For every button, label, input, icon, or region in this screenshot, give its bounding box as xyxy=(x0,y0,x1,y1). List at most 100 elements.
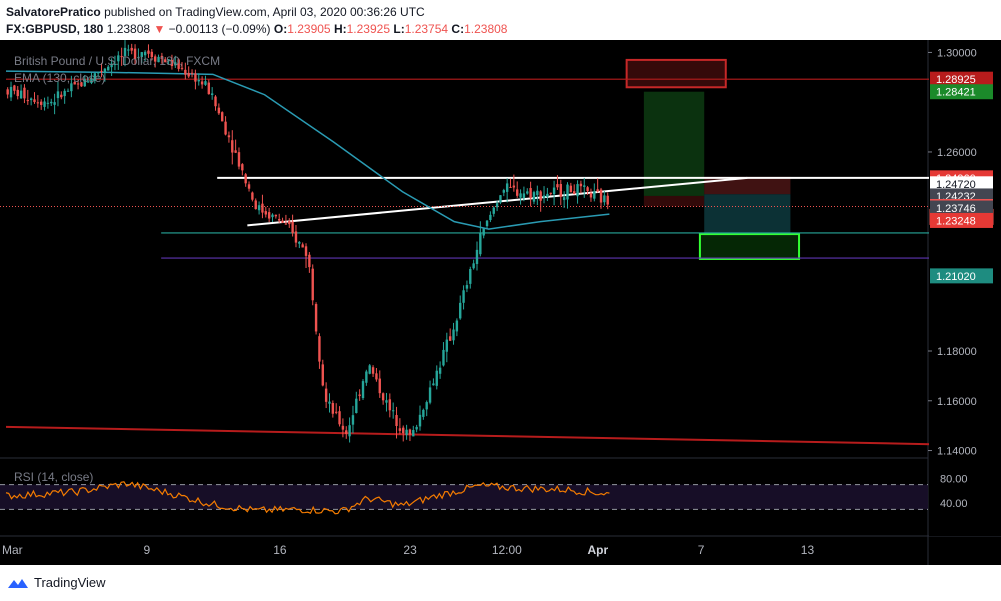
candle-body xyxy=(231,140,234,153)
box-short-target xyxy=(704,194,791,237)
close-label: C: xyxy=(451,22,465,36)
candle-body xyxy=(19,90,23,99)
candle-body xyxy=(210,93,214,96)
candle-body xyxy=(532,192,536,202)
candle-body xyxy=(96,72,100,74)
candle-body xyxy=(247,184,251,189)
candle-body xyxy=(462,290,465,303)
chart-header: SalvatorePratico published on TradingVie… xyxy=(0,0,1001,40)
candle-body xyxy=(499,195,502,203)
candle-body xyxy=(46,102,50,104)
candle-body xyxy=(324,388,328,402)
candle-body xyxy=(321,364,324,386)
candle-body xyxy=(345,430,348,434)
candle-body xyxy=(505,183,509,192)
low-label: L: xyxy=(393,22,405,36)
box-buy-zone xyxy=(698,233,801,260)
rsi-band xyxy=(0,484,928,510)
author-name[interactable]: SalvatorePratico xyxy=(6,5,101,19)
candle-body xyxy=(174,62,177,66)
close-value: 1.23808 xyxy=(464,22,508,36)
candle-body xyxy=(589,193,593,198)
change-arrow: ▼ xyxy=(153,22,166,36)
candle-body xyxy=(274,214,278,217)
candle-body xyxy=(378,378,381,394)
candle-body xyxy=(482,228,485,236)
publish-date: published on TradingView.com, April 03, … xyxy=(104,5,425,19)
candle-body xyxy=(371,367,375,374)
last-price: 1.23808 xyxy=(106,22,151,36)
candle-body xyxy=(127,49,130,51)
rsi-tick-label: 40.00 xyxy=(940,498,968,510)
candle-body xyxy=(522,193,526,199)
open-label: O: xyxy=(273,22,288,36)
candle-body xyxy=(150,51,154,58)
candle-body xyxy=(331,403,335,414)
candle-body xyxy=(489,214,492,221)
price-chart[interactable]: 1.30000 1.26000 1.18000 1.16000 1.14000 1.289… xyxy=(0,40,1001,565)
candle-body xyxy=(348,425,351,437)
candle-body xyxy=(355,398,358,413)
candle-body xyxy=(177,59,180,69)
x-tick-label: 13 xyxy=(801,543,815,557)
candle-body xyxy=(311,268,314,301)
x-tick-label: 12:00 xyxy=(492,543,522,557)
candle-body xyxy=(257,205,261,211)
price-tag xyxy=(930,212,993,228)
candle-body xyxy=(314,304,318,332)
price-tag xyxy=(930,268,993,284)
candle-body xyxy=(556,184,559,188)
candle-body xyxy=(76,83,80,85)
candle-body xyxy=(264,211,267,215)
candle-body xyxy=(160,55,164,59)
symbol-label[interactable]: FX:GBPUSD, 180 xyxy=(6,22,104,36)
candlesticks xyxy=(6,40,609,443)
time-axis[interactable]: Mar 9 16 23 12:00 Apr 7 13 xyxy=(2,543,814,557)
candle-body xyxy=(593,191,596,199)
candle-body xyxy=(207,82,211,95)
ema-curve xyxy=(5,70,610,230)
tradingview-logo[interactable]: TradingView xyxy=(6,575,106,590)
candle-body xyxy=(73,82,76,85)
candle-body xyxy=(284,223,288,225)
candle-body xyxy=(90,78,93,84)
candle-body xyxy=(395,415,398,426)
price-tag-label: 1.24720 xyxy=(936,179,976,191)
candle-body xyxy=(278,219,281,221)
candle-body xyxy=(539,191,542,201)
candle-body xyxy=(107,66,110,71)
rsi-line xyxy=(5,481,610,515)
candle-body xyxy=(83,79,86,87)
rsi-label: RSI (14, close) xyxy=(14,470,93,484)
candle-body xyxy=(120,56,123,58)
candle-body xyxy=(472,263,475,269)
candle-body xyxy=(36,102,40,104)
candle-body xyxy=(204,81,207,85)
candle-body xyxy=(509,186,512,188)
candle-body xyxy=(288,221,291,225)
low-value: 1.23754 xyxy=(404,22,449,36)
rsi-tick-label: 80.00 xyxy=(940,473,968,485)
price-axis[interactable]: 1.30000 1.26000 1.18000 1.16000 1.14000 1.289… xyxy=(928,40,1001,536)
candle-body xyxy=(479,233,482,255)
candle-body xyxy=(492,207,495,214)
candle-body xyxy=(103,68,107,73)
position-boxes[interactable] xyxy=(625,58,801,260)
candle-body xyxy=(583,185,586,187)
candle-body xyxy=(281,220,284,223)
y-tick-label: 1.26000 xyxy=(937,147,977,159)
candle-body xyxy=(448,336,452,341)
candle-body xyxy=(469,269,472,284)
candle-body xyxy=(187,72,190,77)
candle-body xyxy=(603,195,606,203)
candle-body xyxy=(529,188,532,199)
x-tick-label: 7 xyxy=(698,543,705,557)
candle-body xyxy=(304,246,308,256)
candle-body xyxy=(516,189,519,196)
candle-body xyxy=(579,183,583,187)
candle-body xyxy=(100,70,103,72)
candle-body xyxy=(147,50,150,54)
candle-body xyxy=(573,191,576,194)
price-change: −0.00113 (−0.09%) xyxy=(168,22,271,36)
candle-body xyxy=(418,414,422,427)
